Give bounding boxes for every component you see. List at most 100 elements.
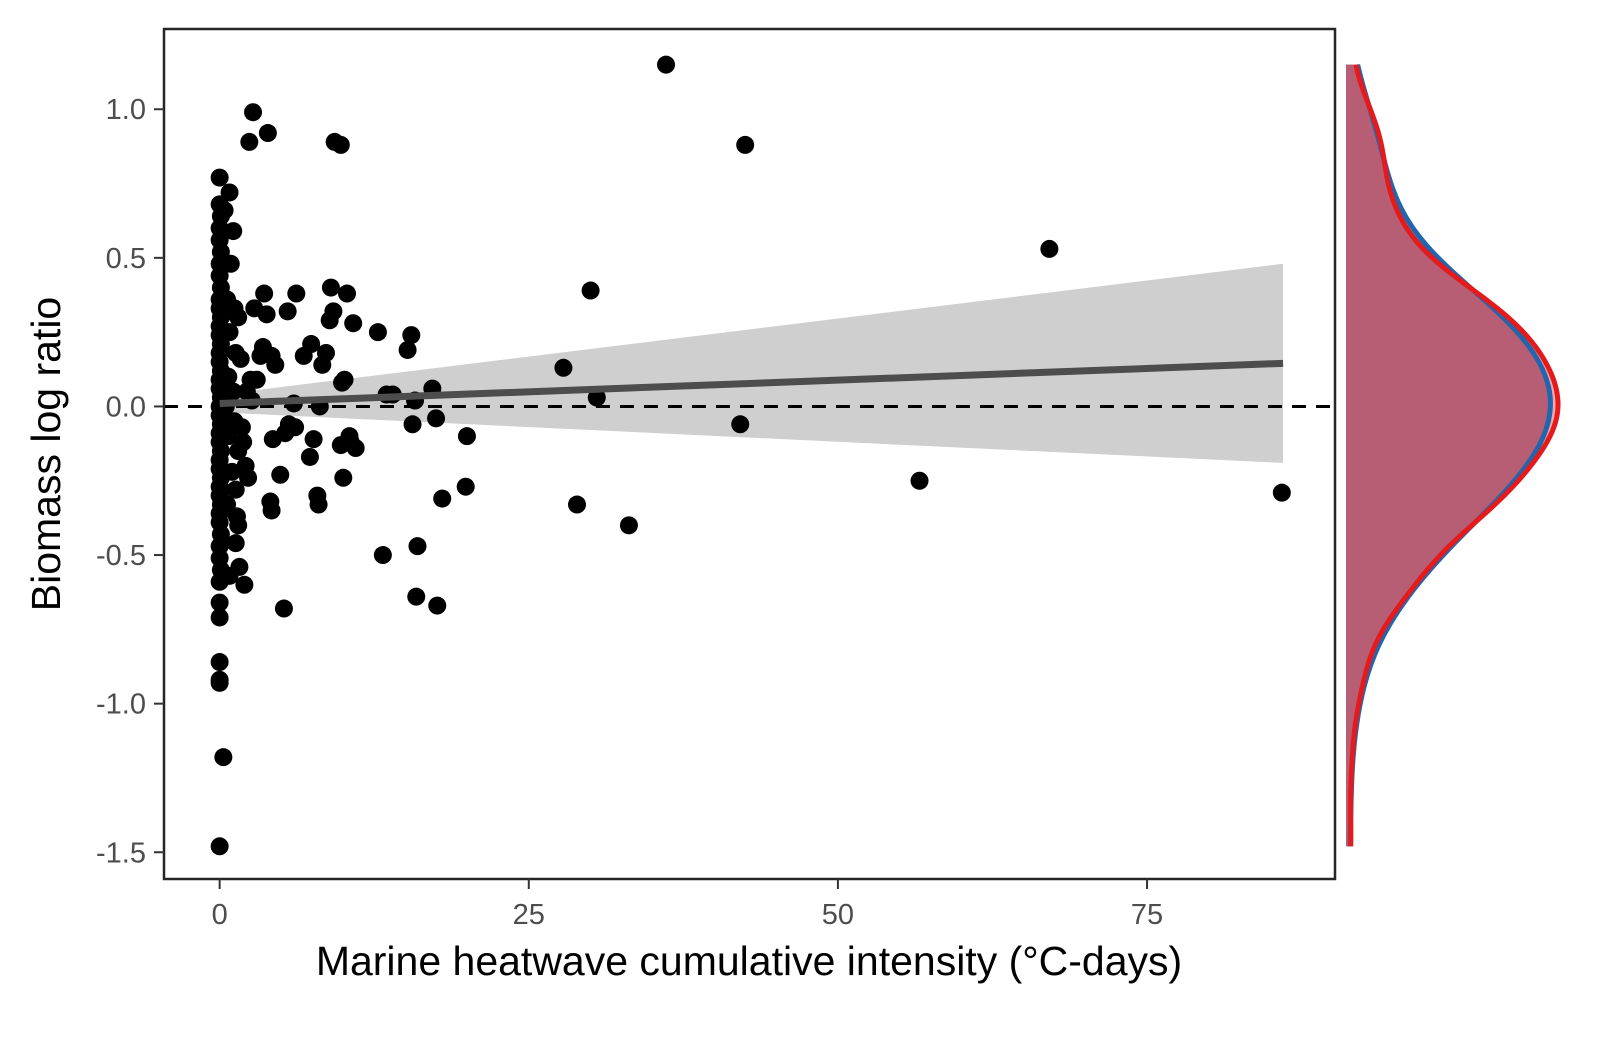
y-tick-label: 1.0 [106, 94, 146, 126]
y-axis: -1.5 -1.0 -0.5 0.0 0.5 1.0 [96, 94, 164, 869]
data-point [286, 418, 305, 437]
data-point [235, 575, 254, 594]
data-point [244, 103, 263, 122]
data-point [287, 284, 306, 303]
data-point [210, 837, 229, 856]
data-point [344, 314, 363, 333]
data-point [427, 409, 446, 428]
data-point [554, 358, 573, 377]
data-point [257, 305, 276, 324]
data-point [313, 355, 332, 374]
data-point [587, 388, 606, 407]
data-point [407, 587, 426, 606]
data-point [219, 367, 238, 386]
data-point [331, 135, 350, 154]
data-point [309, 495, 328, 514]
data-point [229, 308, 248, 327]
data-point [456, 477, 475, 496]
data-point [266, 355, 285, 374]
data-point [910, 471, 929, 490]
data-point [220, 183, 239, 202]
x-tick-label: 50 [822, 899, 854, 931]
data-point [433, 489, 452, 508]
data-point [346, 439, 365, 458]
data-point [229, 516, 248, 535]
data-point [657, 55, 676, 74]
data-point [219, 427, 238, 446]
data-point [258, 124, 277, 143]
data-point [262, 501, 281, 520]
data-point [226, 534, 245, 553]
data-point [240, 132, 259, 151]
data-point [210, 670, 229, 689]
data-point [324, 302, 343, 321]
data-point [300, 447, 319, 466]
data-point [619, 516, 638, 535]
data-point [223, 462, 242, 481]
data-point [334, 468, 353, 487]
data-point [731, 415, 750, 434]
data-point [368, 323, 387, 342]
density-line-red [1348, 64, 1561, 847]
data-point [581, 281, 600, 300]
data-point [457, 427, 476, 446]
panel-border [162, 27, 1337, 881]
data-point [224, 222, 243, 241]
data-point [736, 135, 755, 154]
x-axis: 0 25 50 75 [212, 879, 1163, 931]
data-point [232, 418, 251, 437]
regression-line [219, 359, 1284, 407]
data-point [221, 254, 240, 273]
data-point [255, 284, 274, 303]
plot-panel [164, 55, 1335, 856]
data-point [302, 335, 321, 354]
y-tick-label: -1.5 [96, 837, 146, 869]
y-axis-title: Biomass log ratio [23, 297, 69, 611]
data-point [210, 653, 229, 672]
data-point [210, 593, 229, 612]
data-point [403, 415, 422, 434]
marginal-density [1346, 64, 1561, 847]
data-point [1272, 483, 1291, 502]
data-point [239, 468, 258, 487]
y-tick-label: 0.5 [106, 243, 146, 275]
data-point [428, 596, 447, 615]
data-point [226, 480, 245, 499]
data-points [210, 55, 1291, 856]
data-point [210, 168, 229, 187]
y-tick-label: -1.0 [96, 689, 146, 721]
data-point [274, 599, 293, 618]
density-overlap [1346, 64, 1551, 847]
data-point [321, 278, 340, 297]
data-point [220, 323, 239, 342]
x-tick-label: 25 [513, 899, 545, 931]
data-point [331, 436, 350, 455]
data-point [335, 370, 354, 389]
data-point [234, 433, 253, 452]
data-point [304, 430, 323, 449]
x-axis-title: Marine heatwave cumulative intensity (°C… [316, 938, 1182, 984]
data-point [224, 382, 243, 401]
data-point [338, 284, 357, 303]
data-point [231, 349, 250, 368]
data-point [271, 465, 290, 484]
data-point [220, 566, 239, 585]
data-point [373, 546, 392, 565]
x-tick-label: 0 [212, 899, 228, 931]
data-point [247, 370, 266, 389]
data-point [408, 537, 427, 556]
x-tick-label: 75 [1131, 899, 1163, 931]
data-point [210, 608, 229, 627]
data-point [278, 302, 297, 321]
y-tick-label: -0.5 [96, 540, 146, 572]
y-tick-label: 0.0 [106, 391, 146, 423]
data-point [398, 340, 417, 359]
data-point [218, 495, 237, 514]
data-point [402, 326, 421, 345]
data-point [214, 748, 233, 767]
confidence-band [219, 263, 1284, 463]
data-point [215, 201, 234, 220]
